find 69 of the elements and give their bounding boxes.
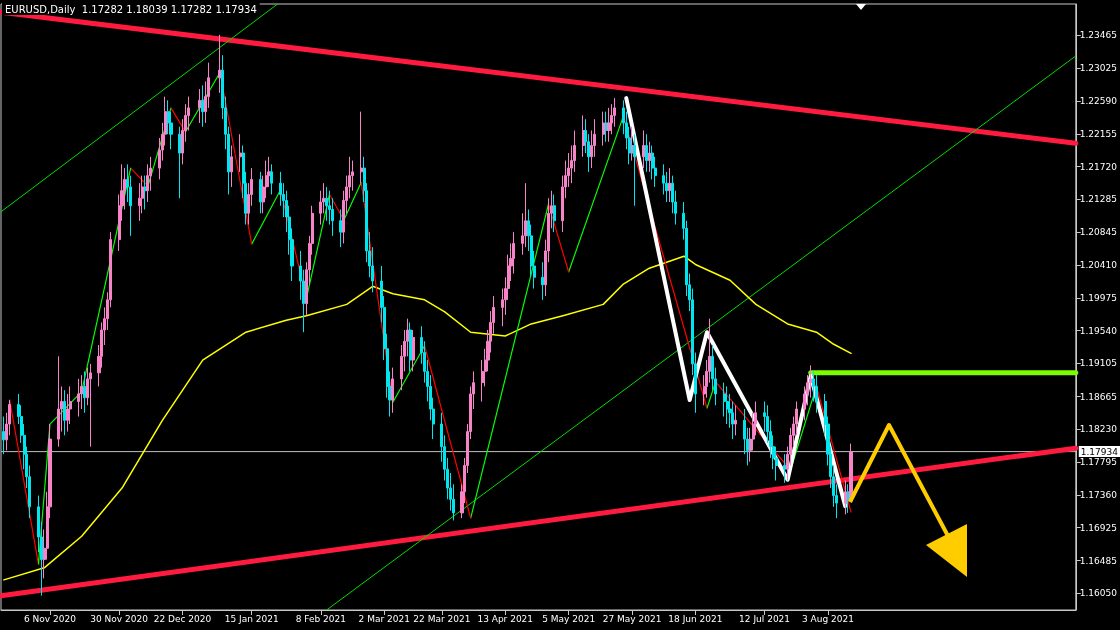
y-tick-label: 1.16485 xyxy=(1079,555,1117,566)
candlestick xyxy=(259,171,262,214)
y-tick-label: 1.22155 xyxy=(1079,128,1117,139)
candlestick xyxy=(57,355,60,448)
ref-line-label: 1.17934 xyxy=(1080,446,1119,457)
y-tick-label: 1.21720 xyxy=(1079,161,1118,172)
candlestick xyxy=(391,367,394,414)
candlestick xyxy=(726,385,729,425)
y-tick-label: 1.16050 xyxy=(1079,588,1118,599)
x-tick-label: 12 Jul 2021 xyxy=(739,613,791,624)
x-tick-label: 18 Jun 2021 xyxy=(668,613,723,624)
candlestick xyxy=(178,126,181,199)
candlestick xyxy=(2,416,5,455)
candlestick xyxy=(541,261,544,301)
candlestick xyxy=(325,186,328,222)
candlestick xyxy=(218,34,222,94)
x-tick-label: 3 Aug 2021 xyxy=(802,613,854,624)
candlestick xyxy=(89,363,92,448)
y-tick-label: 1.22590 xyxy=(1079,96,1118,107)
candlestick xyxy=(83,370,86,414)
candlestick xyxy=(602,111,605,147)
candlestick xyxy=(360,111,363,184)
x-tick-label: 27 May 2021 xyxy=(602,613,662,624)
candlestick xyxy=(783,453,786,484)
candlestick xyxy=(645,133,648,173)
candlestick xyxy=(63,389,66,436)
candlestick xyxy=(409,321,412,372)
line-series xyxy=(3,255,852,581)
candlestick xyxy=(239,133,242,173)
y-tick-label: 1.23465 xyxy=(1079,30,1117,41)
y-tick-label: 1.20410 xyxy=(1079,260,1118,271)
y-tick-label: 1.19540 xyxy=(1079,325,1118,336)
x-tick-label: 8 Feb 2021 xyxy=(295,613,346,624)
candlestick xyxy=(605,111,608,143)
candlestick xyxy=(642,129,645,169)
candlestick xyxy=(844,480,847,515)
candlestick xyxy=(77,378,80,418)
y-tick-label: 1.19975 xyxy=(1079,292,1117,303)
candlestick xyxy=(198,88,201,124)
x-tick-label: 30 Nov 2020 xyxy=(90,613,149,624)
y-tick-label: 1.17360 xyxy=(1079,489,1118,500)
candlestick xyxy=(734,404,737,436)
candlestick xyxy=(607,107,611,143)
candlestick xyxy=(668,167,671,203)
candlestick xyxy=(270,163,273,195)
chart-title: EURUSD,Daily 1.17282 1.18039 1.17282 1.17934 xyxy=(5,3,257,15)
candlestick xyxy=(201,84,204,128)
y-tick-label: 1.16925 xyxy=(1079,522,1117,533)
x-tick-label: 2 Mar 2021 xyxy=(358,613,410,624)
candlestick xyxy=(815,374,818,414)
y-tick-label: 1.19105 xyxy=(1079,358,1117,369)
candlestick xyxy=(553,193,556,233)
x-tick-label: 5 May 2021 xyxy=(542,613,596,624)
y-tick-label: 1.18230 xyxy=(1079,424,1118,435)
x-tick-label: 15 Jan 2021 xyxy=(224,613,279,624)
x-tick-label: 6 Nov 2020 xyxy=(24,613,77,624)
candlestick xyxy=(230,145,233,188)
y-tick-label: 1.23025 xyxy=(1079,63,1117,74)
y-tick-label: 1.20845 xyxy=(1079,227,1117,238)
x-tick-label: 22 Dec 2020 xyxy=(153,613,212,624)
candlestick xyxy=(339,209,343,248)
candlestick xyxy=(648,141,651,173)
candlestick xyxy=(847,483,850,514)
x-tick-label: 22 Mar 2021 xyxy=(413,613,471,624)
y-tick-label: 1.17795 xyxy=(1079,457,1117,468)
y-tick-label: 1.21285 xyxy=(1079,194,1117,205)
candlestick xyxy=(412,329,415,372)
y-tick-label: 1.18665 xyxy=(1079,391,1117,402)
x-tick-label: 13 Apr 2021 xyxy=(477,613,534,624)
